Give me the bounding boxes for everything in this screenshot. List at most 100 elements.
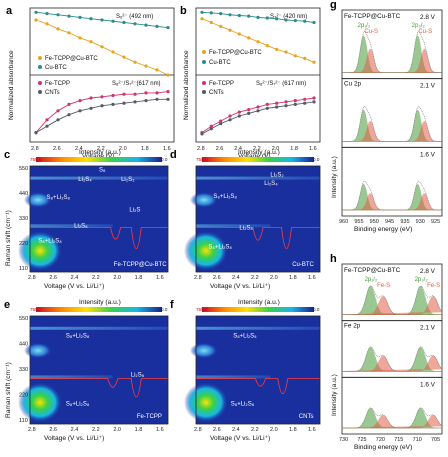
data-point	[111, 93, 115, 98]
panel-letter-h: h	[330, 253, 337, 265]
data-point	[111, 102, 115, 106]
data-point	[247, 36, 251, 40]
legend-bottom-b: Fe-TCPP CNTs	[202, 81, 234, 96]
heatmap-frame	[195, 165, 321, 273]
x-axis-label: Voltage (V vs. Li/Li⁺)	[210, 283, 270, 290]
heatmap-frame	[195, 315, 321, 425]
x-tick-label: 1.8	[289, 275, 297, 281]
voltage-label: 1.6 V	[420, 151, 436, 158]
peak-label: Li₂S₈	[239, 226, 253, 232]
panel-c: c Intensity (a.u.) 755.0 0.0 Raman shift (cm…	[4, 149, 169, 290]
sample-label: Fe-TCPP	[137, 414, 162, 420]
legend-bottom-a: Fe-TCPP CNTs	[38, 81, 70, 96]
data-point	[45, 12, 49, 16]
data-point	[256, 109, 260, 113]
legend-top-a: Fe-TCPP@Cu-BTC Cu-BTC	[38, 56, 98, 71]
peak-annotation: Fe-S	[377, 283, 390, 289]
annotation-bottom-a: S₈²⁻/S₇²⁻(617 nm)	[112, 81, 161, 87]
colorbar	[202, 157, 314, 162]
y-tick-label: 440	[19, 342, 28, 348]
x-tick-label: 2.4	[232, 275, 240, 281]
data-point	[78, 15, 82, 19]
x-axis-label-b: Voltage (V)	[238, 153, 271, 160]
data-point	[265, 44, 269, 48]
x-tick-label: 2.8	[28, 427, 36, 433]
data-point	[303, 101, 307, 105]
xps-subplot	[341, 376, 443, 435]
data-point	[111, 50, 115, 54]
y-axis-label-a: Normalized absorbance	[8, 50, 15, 120]
sample-header: Fe-TCPP@Cu-BTC	[344, 13, 401, 20]
data-point	[265, 102, 269, 106]
data-point	[209, 127, 213, 131]
panel-letter-e: e	[4, 299, 10, 311]
x-tick-label: 2.8	[31, 146, 39, 152]
heatmap-hotspot	[190, 342, 218, 359]
data-point	[67, 113, 71, 117]
fitted-peak	[341, 355, 443, 372]
data-point	[209, 20, 213, 25]
heatmap-band	[196, 176, 320, 180]
x-tick-label: 1.8	[135, 275, 143, 281]
raw-spectrum	[342, 285, 443, 315]
colorbar-title: Intensity (a.u.)	[79, 149, 121, 156]
x-tick-label: 2.2	[251, 275, 259, 281]
panel-letter-a: a	[6, 5, 13, 17]
colorbar	[36, 307, 162, 312]
x-tick-label: 1.6	[156, 275, 164, 281]
peak-annotation: 2p₁/₂	[365, 277, 378, 283]
heatmap-band	[196, 224, 271, 228]
data-point	[89, 96, 93, 100]
x-axis-label-a: Voltage (V)	[82, 153, 115, 160]
x-tick-label: 2.8	[197, 146, 205, 152]
legend-label: Cu-BTC	[45, 65, 67, 71]
x-tick-label: 720	[376, 437, 385, 443]
legend-marker-cu-btc	[38, 65, 42, 69]
peak-label: S₈+Li₂S₈	[66, 402, 90, 408]
colorbar-max-label: 0.0	[313, 157, 320, 162]
voltage-curve	[196, 227, 320, 250]
data-point	[89, 40, 93, 44]
x-tick-label: 2.0	[272, 146, 280, 152]
data-point	[275, 17, 279, 21]
x-tick-label: 730	[339, 437, 348, 443]
y-tick-label: 550	[19, 316, 28, 322]
x-tick-label: 2.6	[53, 146, 61, 152]
x-axis-label: Binding energy (eV)	[354, 444, 412, 451]
data-point	[133, 92, 137, 96]
data-point	[237, 114, 241, 118]
sample-label: Fe-TCPP@Cu-BTC	[114, 262, 167, 268]
raw-spectrum	[342, 31, 442, 73]
voltage-curve	[30, 227, 168, 250]
data-point	[144, 99, 148, 103]
colorbar-min-label: 755.0	[196, 307, 208, 312]
x-tick-label: 2.4	[71, 427, 79, 433]
peak-label: S₈+Li₂S₈	[208, 245, 232, 251]
data-point	[166, 97, 170, 101]
element-label: Cu 2p	[344, 81, 361, 88]
data-point	[247, 14, 251, 18]
raw-spectrum	[342, 180, 442, 211]
data-point	[219, 12, 223, 16]
data-point	[303, 56, 307, 61]
data-point	[45, 22, 49, 26]
data-point	[228, 13, 232, 17]
data-point	[219, 24, 223, 28]
data-point	[56, 13, 60, 17]
x-tick-label: 2.8	[194, 427, 202, 433]
data-point	[78, 36, 82, 40]
data-point	[200, 17, 204, 21]
peak-label: S₈+Li₂S₈	[233, 334, 257, 340]
data-point	[122, 101, 126, 105]
y-tick-label: 440	[19, 191, 28, 197]
x-tick-label: 2.6	[49, 427, 57, 433]
peak-annotation: 2p₁/₂	[358, 23, 371, 29]
y-tick-label: 220	[19, 393, 28, 399]
data-point	[56, 118, 60, 122]
data-point	[312, 20, 316, 25]
x-tick-label: 1.6	[163, 146, 171, 152]
heatmap-hotspot	[18, 382, 62, 423]
colorbar-max-label: 0.0	[161, 157, 168, 162]
data-point	[34, 131, 38, 135]
